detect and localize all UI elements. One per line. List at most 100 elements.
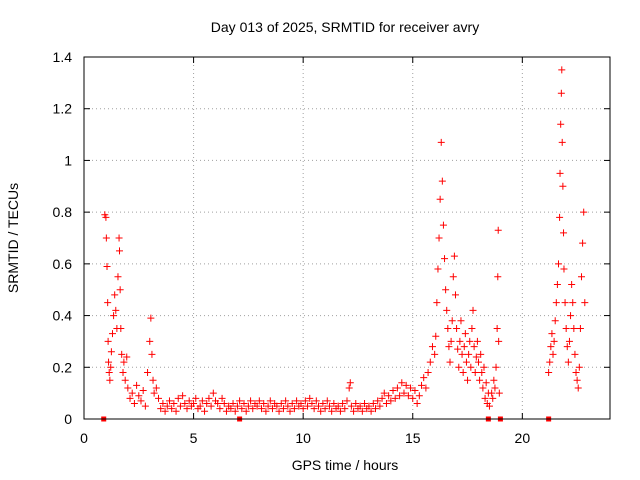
data-point (492, 363, 500, 371)
data-point (578, 273, 586, 281)
data-point (385, 392, 393, 400)
data-point (396, 392, 404, 400)
data-point (146, 337, 154, 345)
data-point (216, 405, 224, 413)
data-point (570, 325, 578, 332)
data-point (420, 374, 428, 382)
data-point (450, 252, 458, 260)
data-point (312, 397, 320, 405)
data-point (560, 229, 568, 237)
data-point (358, 407, 366, 415)
data-point (116, 247, 124, 255)
data-point (299, 405, 307, 413)
data-point (481, 394, 489, 402)
data-point (231, 407, 239, 415)
data-point (339, 399, 347, 407)
data-point (183, 405, 191, 413)
data-point (157, 405, 165, 413)
data-point (413, 399, 421, 407)
data-point (152, 384, 160, 392)
data-point (214, 399, 222, 407)
data-point (556, 169, 564, 177)
data-point (222, 407, 230, 415)
data-point (545, 368, 553, 376)
axis-ticks: 0 0.2 0.4 0.6 0.8 1 1.2 1.4 0 5 10 15 20 (53, 49, 610, 446)
data-point (141, 402, 149, 410)
data-points (101, 66, 589, 422)
x-tick-label: 15 (405, 430, 421, 446)
data-point (580, 208, 588, 216)
data-point (119, 368, 127, 376)
data-point (273, 402, 281, 410)
data-point (367, 407, 375, 415)
y-axis-label: SRMTID / TECUs (5, 183, 21, 293)
data-point (551, 317, 559, 325)
data-point (301, 397, 309, 405)
plot-frame (83, 56, 611, 420)
data-point (559, 182, 567, 190)
data-point (130, 399, 138, 407)
data-point (102, 234, 110, 242)
data-point (144, 368, 152, 376)
data-point (434, 265, 442, 273)
data-point (277, 399, 285, 407)
data-point (415, 392, 423, 400)
data-point (491, 384, 499, 392)
data-point (488, 389, 496, 397)
data-point (266, 397, 274, 405)
data-point (111, 291, 119, 299)
data-point (485, 402, 493, 410)
data-point (546, 358, 554, 366)
data-point (168, 405, 176, 413)
data-point (253, 402, 261, 410)
data-point (317, 407, 325, 415)
y-tick-label: 1.4 (53, 49, 73, 65)
data-point (493, 325, 501, 332)
data-point (404, 392, 412, 400)
data-point (107, 348, 115, 356)
data-point (268, 405, 276, 413)
data-point (439, 221, 447, 229)
data-point (571, 350, 579, 358)
data-point (448, 317, 456, 325)
data-point (330, 399, 338, 407)
y-tick-label: 0 (64, 411, 72, 427)
data-point (118, 350, 126, 358)
data-point (341, 405, 349, 413)
data-point (345, 384, 353, 392)
data-point (247, 397, 255, 405)
data-point (192, 394, 200, 402)
data-point (255, 397, 263, 405)
data-point (442, 286, 450, 294)
data-point (181, 399, 189, 407)
data-point (120, 358, 128, 366)
data-point (149, 376, 157, 384)
data-point (205, 394, 213, 402)
data-point (558, 66, 566, 74)
data-point (258, 405, 266, 413)
data-point (315, 402, 323, 410)
data-point (236, 397, 244, 405)
data-point (174, 394, 182, 402)
data-point (557, 89, 565, 97)
data-point (161, 407, 169, 415)
data-point (409, 394, 417, 402)
data-point (286, 407, 294, 415)
data-point (378, 394, 386, 402)
data-point (568, 281, 576, 289)
data-point (104, 337, 112, 345)
data-point (470, 343, 478, 351)
data-point (435, 234, 443, 242)
data-point (436, 195, 444, 203)
data-point (262, 407, 270, 415)
data-point (411, 387, 419, 395)
data-point (325, 402, 333, 410)
data-point (459, 368, 467, 376)
data-point (135, 392, 143, 400)
data-point (473, 337, 481, 345)
data-point (453, 325, 461, 332)
data-point (356, 402, 364, 410)
data-point (572, 368, 580, 376)
data-point (393, 384, 401, 392)
